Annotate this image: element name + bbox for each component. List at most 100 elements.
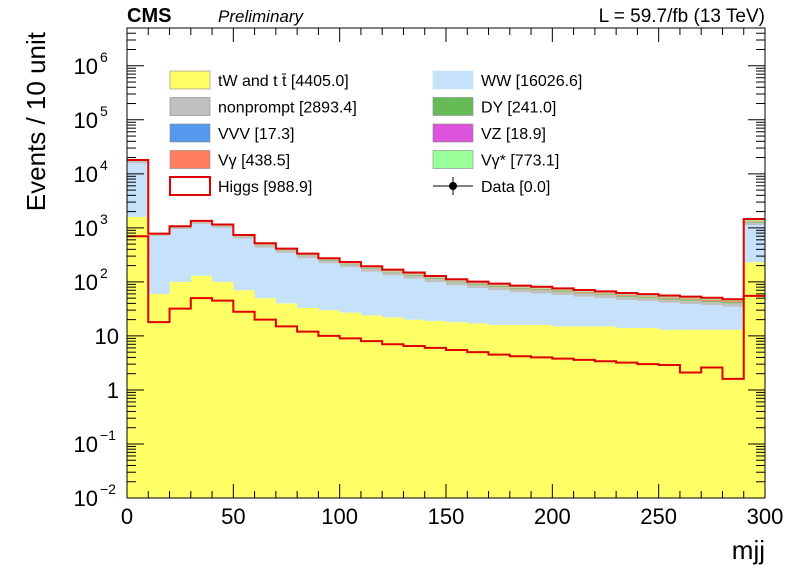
bar-nonprompt [701, 302, 723, 306]
bar-nonprompt [722, 303, 745, 307]
legend-label-vvv: VVV [17.3] [218, 126, 295, 143]
bar-ww [552, 295, 574, 327]
bar-ww [467, 288, 489, 324]
bar-nonprompt [403, 275, 426, 279]
bar-tw-and-t-t [382, 317, 404, 498]
bar-dy [573, 292, 596, 294]
higgs-overlay [127, 159, 765, 380]
y-tick-exponent: −1 [100, 427, 116, 443]
bar-v [531, 288, 553, 290]
legend-swatch-v [432, 150, 474, 169]
bar-nonprompt [658, 299, 681, 303]
bar-tw-and-t-t [233, 290, 255, 498]
bar-tw-and-t-t [403, 319, 426, 498]
bar-v [637, 296, 660, 298]
bar-v [658, 296, 681, 298]
higgs-line [127, 235, 765, 380]
bar-ww [658, 302, 681, 330]
bar-nonprompt [637, 298, 660, 302]
bar-nonprompt [467, 284, 489, 289]
bar-tw-and-t-t [616, 328, 638, 498]
legend-label-v: Vγ* [773.1] [481, 153, 559, 170]
bar-tw-and-t-t [701, 329, 723, 498]
bar-dy [637, 297, 660, 299]
bar-nonprompt [339, 264, 362, 268]
bar-ww [722, 306, 745, 330]
y-tick-label: 10 [74, 108, 98, 133]
bar-dy [382, 271, 404, 273]
bar-nonprompt [446, 282, 468, 286]
bar-v [701, 299, 723, 301]
legend-label-data: Data [0.0] [481, 179, 550, 196]
legend-label-higgs: Higgs [988.9] [218, 179, 312, 196]
bar-tw-and-t-t [594, 326, 617, 498]
bar-v [467, 283, 489, 285]
bar-nonprompt [360, 268, 383, 272]
bar-dy [360, 268, 383, 269]
bar-ww [169, 229, 192, 282]
bar-tw-and-t-t [467, 323, 489, 498]
bar-nonprompt [616, 296, 638, 301]
y-tick-label: 10 [74, 432, 98, 457]
bar-v [403, 274, 426, 275]
bar-dy [679, 299, 702, 301]
legend-swatch-vz [432, 123, 474, 143]
y-tick-label: 10 [74, 162, 98, 187]
bar-v [658, 297, 681, 299]
bar-nonprompt [573, 293, 596, 297]
bar-ww [382, 275, 404, 318]
bar-nonprompt [212, 226, 234, 228]
bar-tw-and-t-t [360, 315, 383, 498]
bar-v [722, 301, 745, 303]
bar-v [743, 221, 766, 222]
legend-label-vz: VZ [18.9] [481, 126, 546, 143]
bar-v [616, 294, 638, 296]
bar-v [552, 290, 574, 292]
y-tick-label: 10 [95, 324, 119, 349]
x-tick-label: 200 [534, 504, 571, 529]
bar-tw-and-t-t [339, 312, 362, 498]
bar-tw-and-t-t [743, 262, 766, 498]
bar-v [488, 284, 511, 286]
bar-dy [658, 298, 681, 300]
y-tick-label: 10 [74, 270, 98, 295]
bar-ww [594, 298, 617, 327]
bar-v [722, 300, 745, 302]
bar-tw-and-t-t [169, 281, 192, 498]
bar-v [488, 285, 511, 287]
bar-v [679, 297, 702, 299]
bar-tw-and-t-t [424, 320, 447, 498]
bar-nonprompt [594, 295, 617, 299]
legend-label-nonprompt: nonprompt [2893.4] [218, 100, 357, 117]
y-tick-label: 1 [107, 378, 119, 403]
y-axis-title: Events / 10 unit [21, 31, 51, 211]
bar-dy [446, 281, 468, 283]
bar-nonprompt [743, 222, 766, 225]
bar-dy [552, 291, 574, 292]
bar-v [509, 287, 532, 289]
bar-nonprompt [254, 245, 277, 248]
legend-label-tw-and-t-t: tW and t t̄ [4405.0] [218, 73, 349, 90]
bar-v [637, 295, 660, 297]
bar-ww [254, 247, 277, 299]
legend-swatch-vvv [169, 123, 211, 143]
bar-tw-and-t-t [531, 324, 553, 498]
bar-nonprompt [127, 161, 149, 164]
bar-nonprompt [679, 300, 702, 304]
legend-swatch-tw-and-t-t [169, 70, 211, 90]
bar-ww [148, 235, 170, 294]
bar-ww [573, 296, 596, 327]
bar-ww [403, 278, 426, 320]
bar-dy [467, 284, 489, 285]
bar-dy [722, 302, 745, 304]
bar-dy [594, 294, 617, 296]
bar-tw-and-t-t [552, 326, 574, 498]
x-tick-label: 0 [121, 504, 133, 529]
bar-nonprompt [275, 250, 298, 254]
legend-label-ww: WW [16026.6] [481, 73, 582, 90]
status-label: Preliminary [218, 7, 305, 26]
bar-tw-and-t-t [509, 324, 532, 498]
bar-tw-and-t-t [679, 329, 702, 498]
x-tick-label: 100 [321, 504, 358, 529]
bar-ww [297, 258, 319, 308]
